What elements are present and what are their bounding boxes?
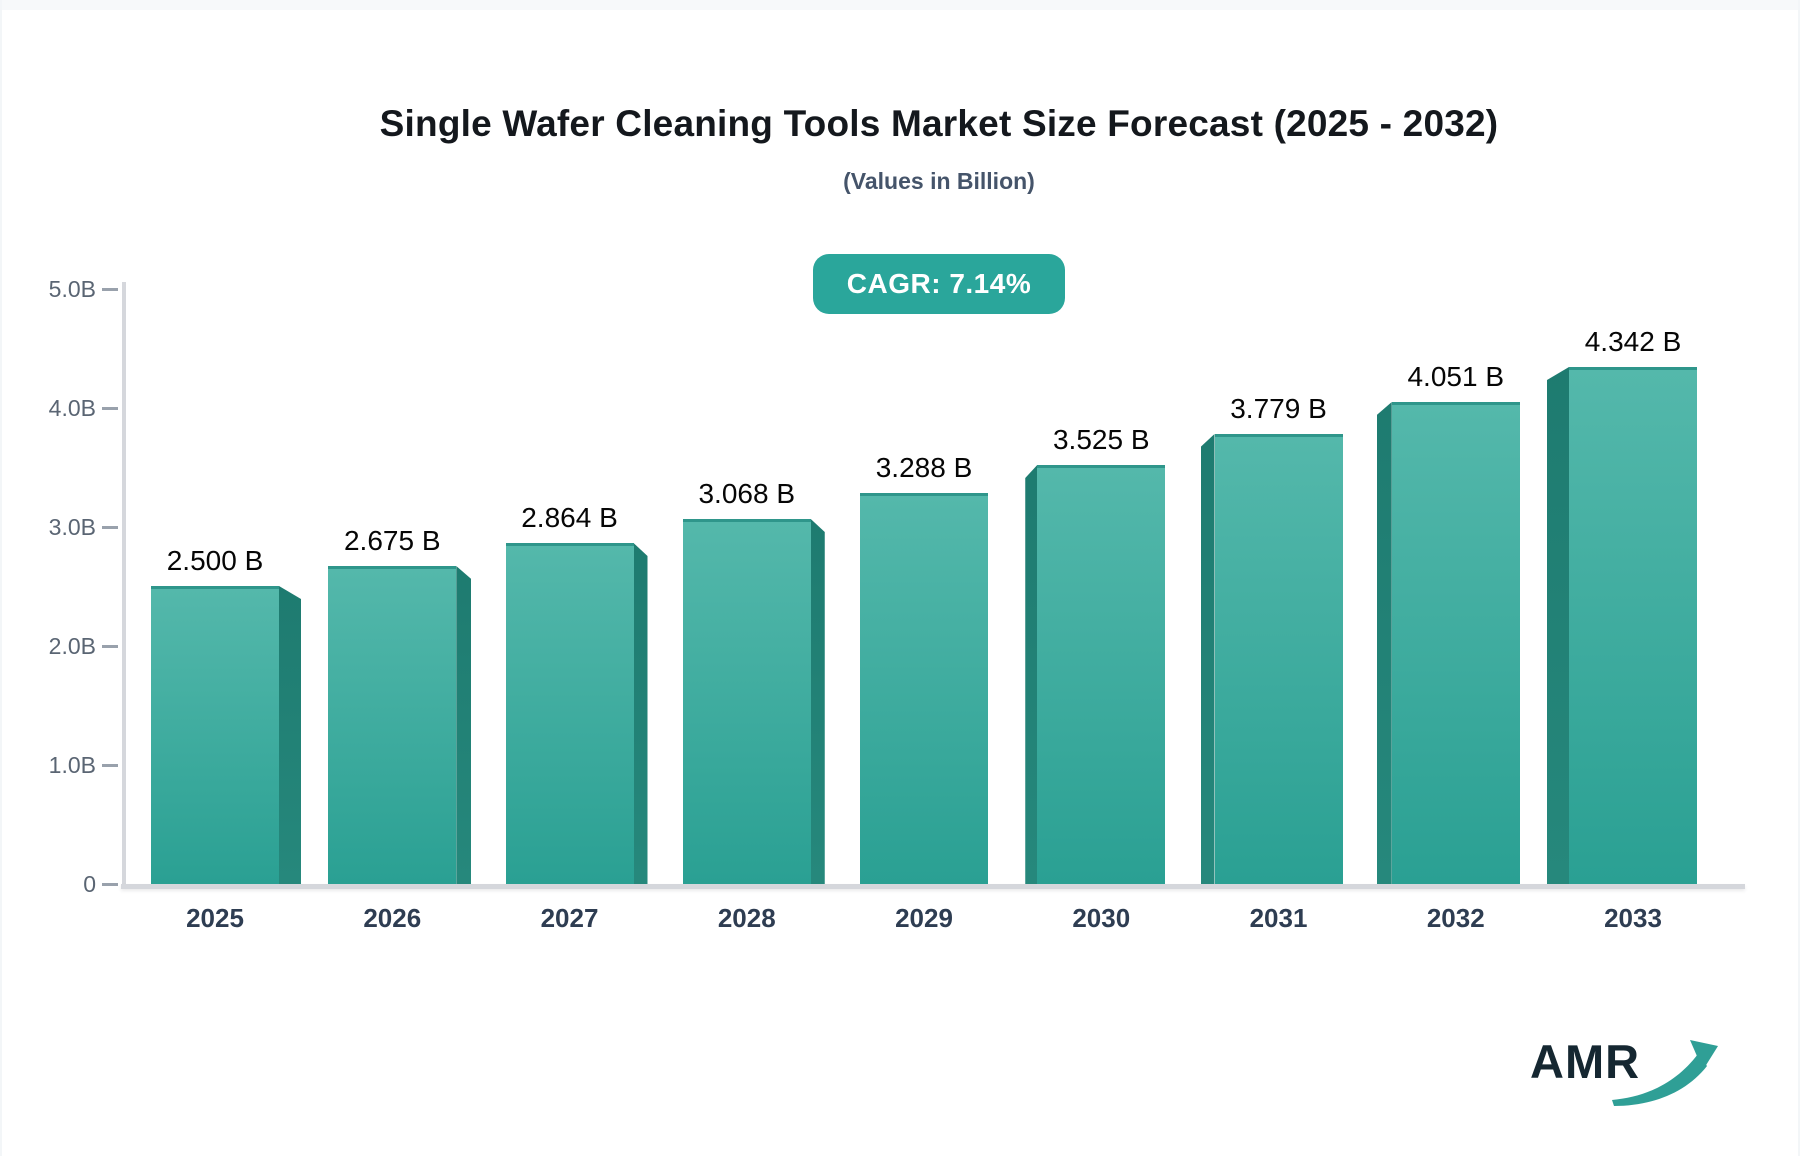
growth-arrow-icon [1612,1040,1719,1106]
bar [505,543,634,884]
bar-value-label: 3.525 B [1052,424,1150,455]
y-axis-tick [102,763,118,767]
bar-side-face [1200,434,1215,884]
amr-logo: AMR [1530,1036,1722,1112]
bar [1569,367,1697,884]
y-axis-tick [102,287,118,291]
bar [328,566,457,884]
bar-side-face [456,566,472,884]
bar [1037,465,1166,884]
x-axis-label: 2028 [717,903,776,933]
x-axis-label: 2029 [895,903,953,933]
bar-value-label: 4.342 B [1584,326,1682,357]
bar [151,586,279,884]
bar-value-label: 3.288 B [875,452,973,483]
x-axis-label: 2032 [1426,903,1485,933]
chart-subtitle: (Values in Billion) [843,168,1035,194]
cagr-badge-row: CAGR: 7.14% [133,254,1745,314]
top-edge-strip [2,0,1798,10]
bar [682,519,811,884]
bar-value-label: 2.500 B [166,545,264,576]
x-axis-label: 2027 [540,903,599,933]
y-axis-tick [102,525,118,529]
bar-side-face [810,519,825,884]
bar-side-face [279,586,301,884]
x-axis-label: 2031 [1249,903,1308,933]
chart-title: Single Wafer Cleaning Tools Market Size … [379,103,1499,144]
bar-value-label: 4.051 B [1407,361,1505,392]
y-axis-tick [102,882,118,886]
y-axis-tick [102,406,118,410]
y-axis-line [122,282,126,889]
bar-value-label: 2.675 B [343,525,441,556]
amr-logo-text: AMR [1530,1035,1641,1088]
y-axis-tick-label: 2.0B [48,633,96,659]
cagr-badge: CAGR: 7.14% [812,254,1066,314]
bar [860,493,988,884]
x-axis-label: 2026 [363,903,422,933]
bar-value-label: 3.779 B [1230,393,1327,424]
bar-value-label: 2.864 B [521,502,618,533]
y-axis-tick-label: 3.0B [48,514,96,540]
y-axis-tick-label: 0 [83,871,96,897]
y-axis-tick-label: 5.0B [48,276,96,302]
bar [1214,434,1343,884]
y-axis-tick-label: 4.0B [48,395,96,421]
bar-side-face [1547,367,1569,884]
x-axis-label: 2033 [1604,903,1662,933]
bar [1391,402,1520,884]
x-axis-label: 2030 [1072,903,1131,933]
bar-side-face [1376,402,1392,884]
bar-side-face [633,543,648,884]
y-axis-tick-label: 1.0B [48,752,96,778]
bar-side-face [1025,465,1038,884]
x-axis-label: 2025 [186,903,244,933]
x-axis-line [121,884,1745,889]
y-axis-tick [102,644,118,648]
bar-value-label: 3.068 B [698,478,796,509]
